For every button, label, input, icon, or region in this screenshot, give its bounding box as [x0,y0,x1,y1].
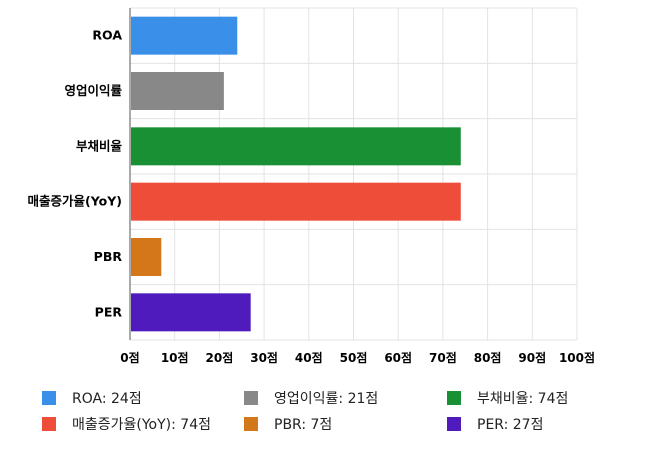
category-label: 부채비율 [76,138,123,153]
legend-swatch [42,391,56,405]
x-tick-label: 70점 [429,350,457,365]
x-tick-label: 40점 [295,350,323,365]
legend-swatch [42,417,56,431]
category-label: PER [95,304,123,319]
legend-item: 매출증가율(YoY): 74점 [42,414,211,434]
legend-item: 부채비율: 74점 [447,388,568,408]
x-tick-label: 30점 [250,350,278,365]
legend-item: ROA: 24점 [42,388,142,408]
legend-swatch [447,417,461,431]
legend-label: 부채비율: 74점 [477,391,569,407]
legend-item: 영업이익률: 21점 [244,388,378,408]
bar [131,72,224,110]
legend-label: PBR: 7점 [274,417,333,433]
category-label: 영업이익률 [64,83,122,98]
bar [131,238,162,276]
legend-label: PER: 27점 [477,417,544,433]
legend-swatch [447,391,461,405]
x-tick-label: 80점 [474,350,502,365]
category-label: 매출증가율(YoY) [28,194,122,209]
legend-label: ROA: 24점 [72,391,142,407]
x-tick-label: 90점 [518,350,546,365]
bar [131,182,461,221]
x-tick-label: 20점 [206,350,234,365]
legend-item: PER: 27점 [447,414,543,434]
bar [131,16,238,55]
legend-swatch [244,417,258,431]
x-tick-label: 10점 [161,350,189,365]
x-tick-label: 0점 [120,350,139,365]
legend-swatch [244,391,258,405]
x-tick-label: 100점 [559,350,595,365]
x-tick-label: 50점 [340,350,368,365]
bar [131,127,461,166]
legend-label: 영업이익률: 21점 [274,391,379,407]
x-tick-label: 60점 [384,350,412,365]
bar [131,293,251,332]
category-label: PBR [94,249,123,264]
legend-label: 매출증가율(YoY): 74점 [72,417,211,433]
category-label: ROA [92,28,122,43]
legend-item: PBR: 7점 [244,414,332,434]
